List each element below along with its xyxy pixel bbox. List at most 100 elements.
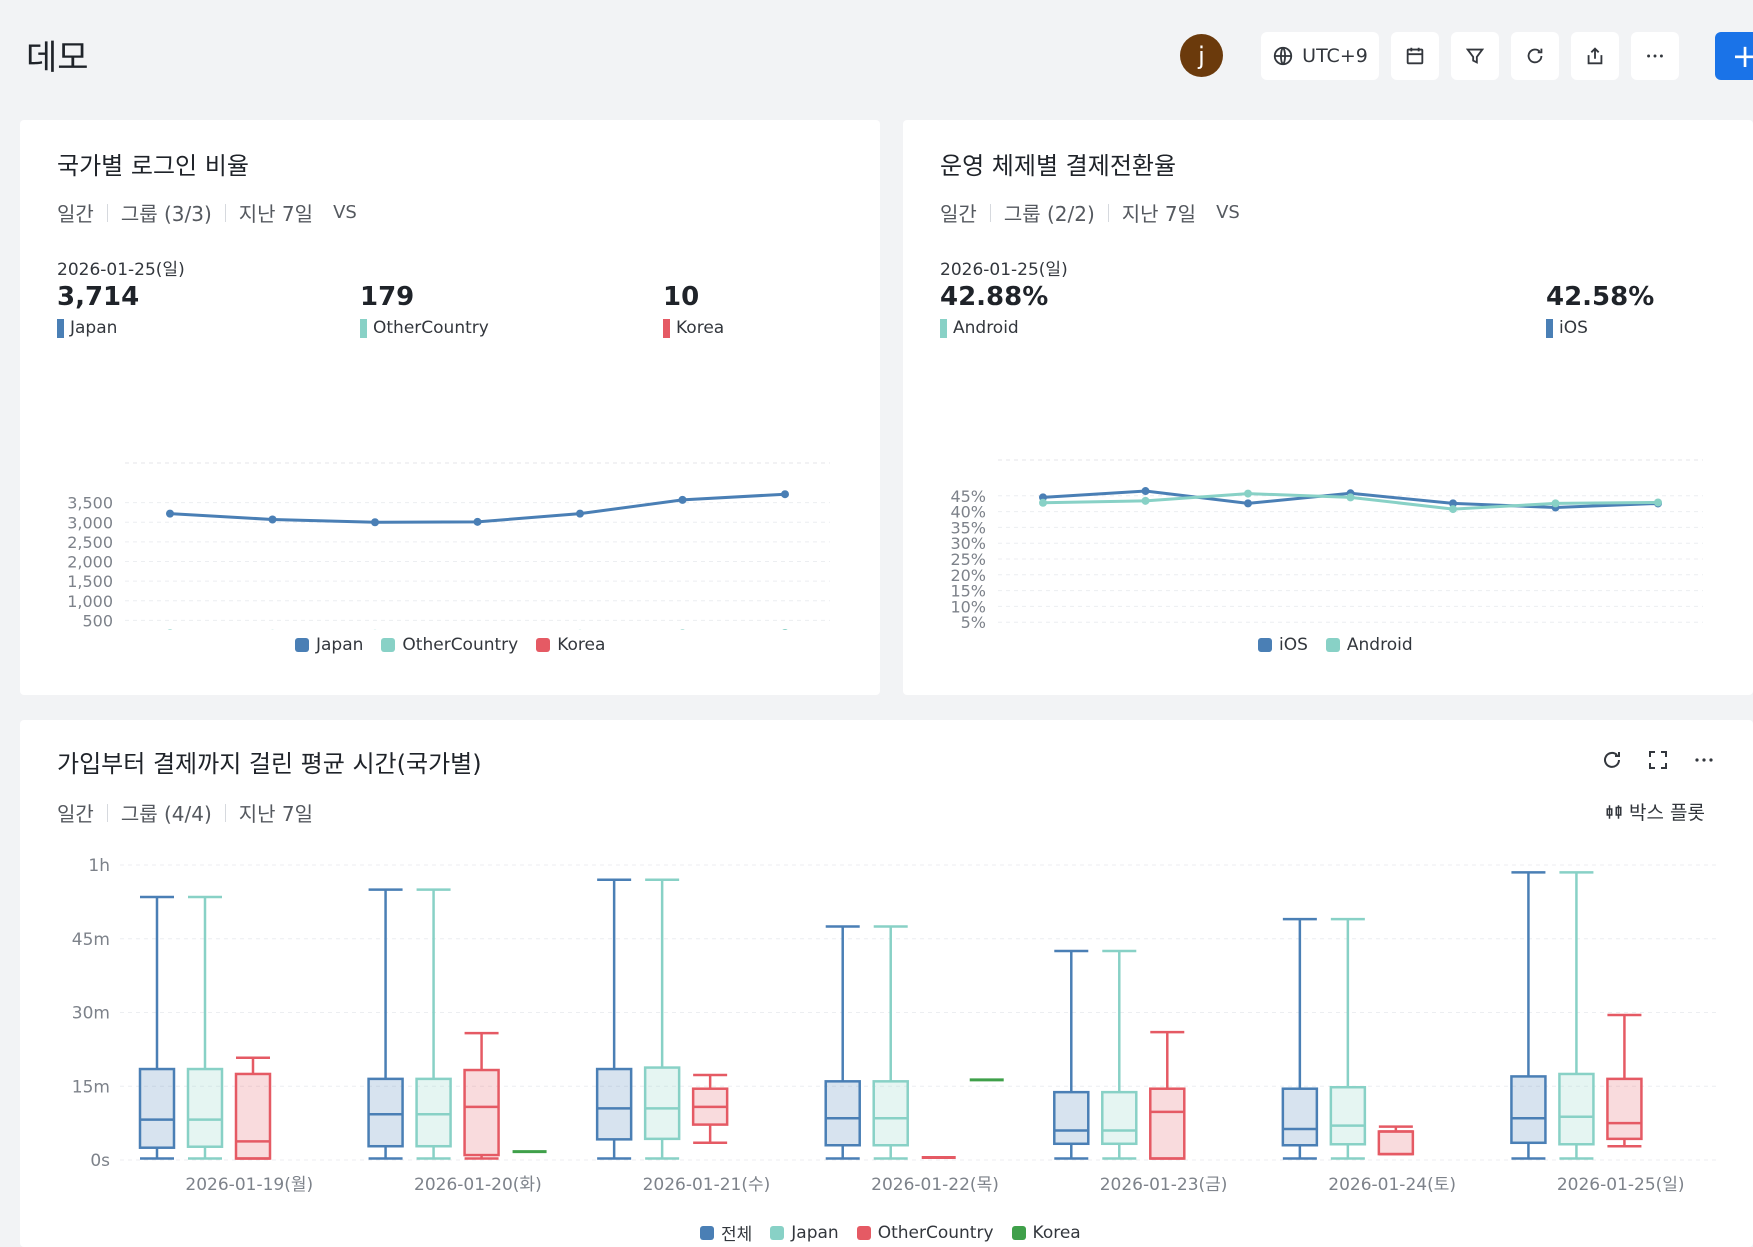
legend-item-othercountry[interactable]: OtherCountry xyxy=(381,635,518,655)
period-label[interactable]: 일간 xyxy=(57,202,94,226)
box-body xyxy=(1377,1130,1415,1156)
y-tick-label: 500 xyxy=(82,611,113,630)
legend-item-korea[interactable]: Korea xyxy=(536,635,605,655)
box-othercountry xyxy=(463,1031,500,1160)
share-icon xyxy=(1587,47,1603,65)
y-tick-label: 35% xyxy=(950,518,986,537)
card-meta: 일간 그룹 (4/4) 지난 7일 xyxy=(57,798,313,827)
fullscreen-icon[interactable] xyxy=(1646,748,1670,772)
vs-label[interactable]: VS xyxy=(1216,202,1240,223)
box-전체 xyxy=(138,895,176,1160)
box-japan xyxy=(872,925,909,1160)
box-othercountry xyxy=(234,1056,272,1160)
data-point xyxy=(1449,499,1457,508)
legend-swatch xyxy=(1546,318,1553,338)
period-label[interactable]: 일간 xyxy=(57,802,94,826)
box-body xyxy=(1558,1072,1595,1146)
range-label[interactable]: 지난 7일 xyxy=(238,202,314,226)
period-label[interactable]: 일간 xyxy=(940,202,977,226)
legend-item-ios[interactable]: iOS xyxy=(1258,635,1308,655)
card-actions xyxy=(1600,748,1716,772)
x-tick-label: 2026-01-20(화) xyxy=(414,1175,542,1195)
signup-boxplot-chart: 1h 45m 30m 15m 0s 2026-01-19(월) 2026-01-20(화) 2… xyxy=(72,856,1720,1195)
legend-item-android[interactable]: Android xyxy=(1325,635,1413,655)
box-body xyxy=(824,1080,861,1147)
group-label[interactable]: 그룹 (4/4) xyxy=(120,802,212,826)
chart-legend: Japan OtherCountry Korea xyxy=(295,635,623,655)
boxplot-toggle[interactable]: 박스 플롯 xyxy=(1605,798,1705,825)
legend-swatch xyxy=(663,318,670,338)
x-tick-label: 2026-01-24(토) xyxy=(1328,1175,1456,1195)
legend-item-all[interactable]: 전체 xyxy=(700,1220,752,1245)
box-body xyxy=(463,1068,500,1157)
box-body xyxy=(1329,1085,1367,1146)
refresh-icon[interactable] xyxy=(1600,748,1624,772)
legend-item-othercountry[interactable]: OtherCountry xyxy=(856,1223,994,1243)
box-othercountry xyxy=(1377,1125,1415,1156)
y-tick-label: 0s xyxy=(90,1151,110,1171)
globe-icon xyxy=(1273,46,1293,66)
refresh-button[interactable] xyxy=(1511,32,1559,80)
more-button[interactable] xyxy=(1631,32,1679,80)
kpi-korea: 10 Korea xyxy=(663,282,724,338)
chart-legend: iOS Android xyxy=(1258,635,1431,655)
box-body xyxy=(367,1077,404,1148)
more-icon xyxy=(1647,54,1663,58)
box-전체 xyxy=(595,878,633,1160)
kpi-othercountry: 179 OtherCountry xyxy=(360,282,489,338)
legend-swatch xyxy=(57,318,64,338)
y-tick-label: 3,000 xyxy=(67,513,113,532)
data-point xyxy=(1551,499,1560,508)
kpi-value: 10 xyxy=(663,282,700,312)
kpi-ios: 42.58% iOS xyxy=(1546,282,1654,338)
calendar-button[interactable] xyxy=(1391,32,1439,80)
box-body xyxy=(186,1067,224,1148)
group-label[interactable]: 그룹 (2/2) xyxy=(1003,202,1095,226)
y-tick-label: 30% xyxy=(950,534,986,553)
date-label: 2026-01-25(일) xyxy=(940,260,1068,280)
data-point xyxy=(680,629,685,630)
timezone-button[interactable]: UTC+9 xyxy=(1261,32,1379,80)
y-tick-label: 5% xyxy=(961,613,986,630)
avatar[interactable]: j xyxy=(1180,34,1223,77)
data-point xyxy=(576,509,584,518)
y-tick-label: 10% xyxy=(950,597,986,616)
top-bar: 데모 j UTC+9 + xyxy=(0,0,1753,108)
more-icon[interactable] xyxy=(1692,748,1716,772)
data-point xyxy=(782,628,788,630)
legend-item-japan[interactable]: Japan xyxy=(295,635,363,655)
range-label[interactable]: 지난 7일 xyxy=(238,802,314,826)
vs-label[interactable]: VS xyxy=(333,202,357,223)
conversion-line-chart: 45%40%35%30%25%20%15%10%5%01/1901/2001/2… xyxy=(950,459,1703,630)
box-body xyxy=(234,1072,272,1160)
card-meta: 일간 그룹 (2/2) 지난 7일 VS xyxy=(940,198,1240,227)
filter-icon xyxy=(1465,48,1485,64)
timezone-label: UTC+9 xyxy=(1302,45,1368,67)
data-point xyxy=(1346,493,1355,502)
legend-item-japan[interactable]: Japan xyxy=(770,1223,839,1243)
data-point xyxy=(781,490,789,499)
add-button[interactable]: + xyxy=(1715,32,1753,80)
range-label[interactable]: 지난 7일 xyxy=(1121,202,1197,226)
box-전체 xyxy=(824,925,861,1160)
legend-item-korea[interactable]: Korea xyxy=(1011,1223,1081,1243)
data-point xyxy=(1141,487,1150,496)
box-전체 xyxy=(1053,949,1090,1160)
box-전체 xyxy=(1510,871,1547,1160)
chart-legend: 전체 Japan OtherCountry Korea xyxy=(700,1220,1099,1245)
box-othercountry xyxy=(1149,1030,1186,1160)
kpi-label: iOS xyxy=(1559,318,1588,338)
box-japan xyxy=(643,878,681,1160)
data-point xyxy=(473,517,482,526)
kpi-japan: 3,714 Japan xyxy=(57,282,139,338)
share-button[interactable] xyxy=(1571,32,1619,80)
y-tick-label: 2,000 xyxy=(67,553,113,572)
kpi-label: Japan xyxy=(70,318,118,338)
box-body xyxy=(1101,1090,1138,1146)
box-japan xyxy=(1329,917,1367,1160)
group-label[interactable]: 그룹 (3/3) xyxy=(120,202,212,226)
filter-button[interactable] xyxy=(1451,32,1499,80)
x-tick-label: 2026-01-22(목) xyxy=(871,1175,999,1195)
y-tick-label: 3,500 xyxy=(67,494,113,513)
box-전체 xyxy=(367,888,404,1160)
